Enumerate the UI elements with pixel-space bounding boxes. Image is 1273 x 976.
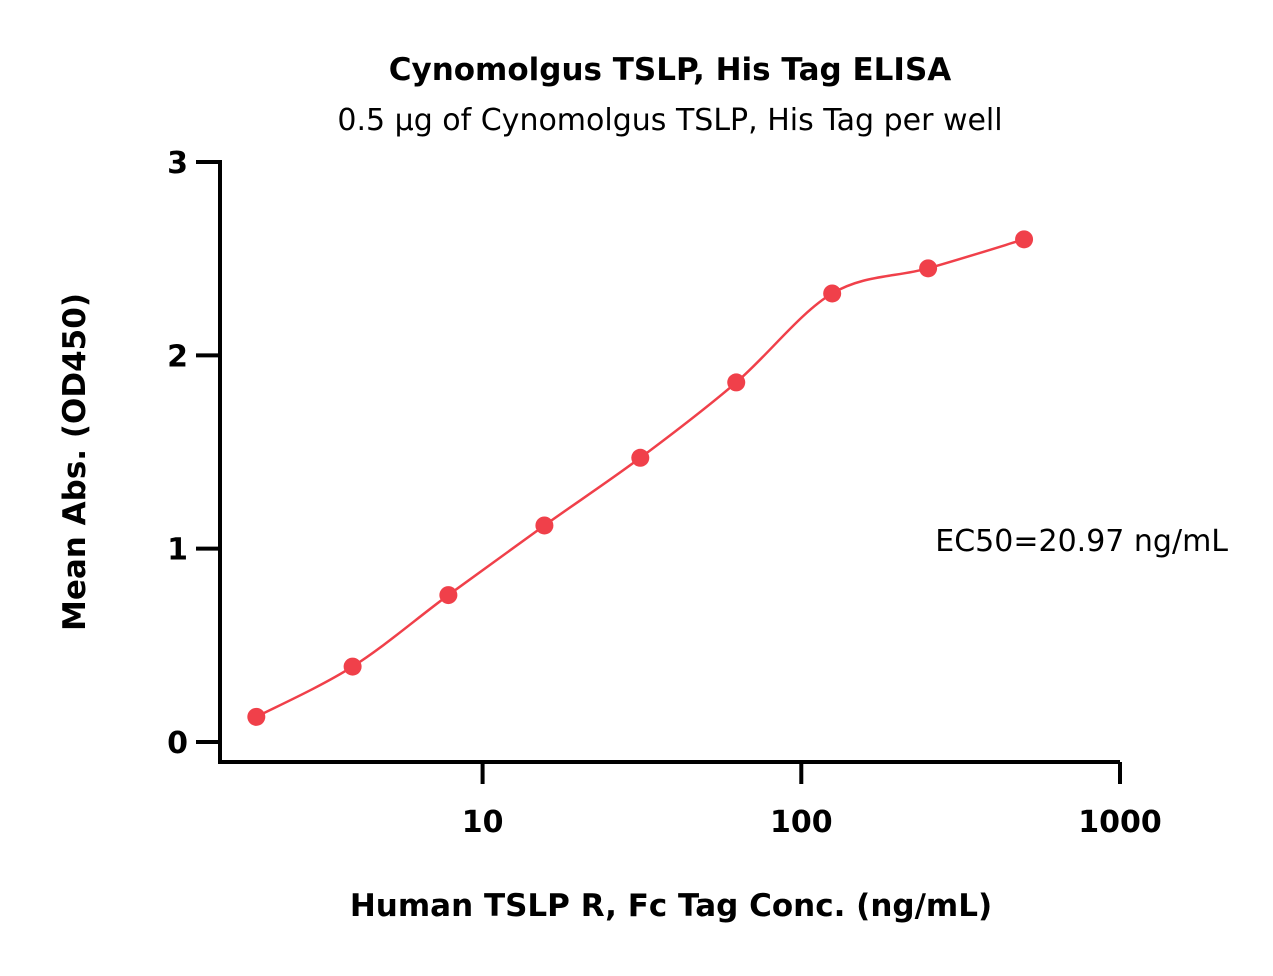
data-point [727, 373, 746, 392]
x-ticks: 10 100 1000 [462, 762, 1162, 840]
y-axis-label: Mean Abs. (OD450) [57, 293, 93, 631]
data-point [343, 657, 362, 676]
axes [218, 160, 1120, 764]
data-point [823, 284, 842, 303]
y-ticks: 0 1 2 3 [167, 146, 220, 761]
data-point [631, 448, 650, 467]
y-tick-label: 0 [167, 726, 188, 761]
x-tick-label: 1000 [1078, 805, 1162, 840]
y-tick-label: 2 [167, 339, 188, 374]
data-point [919, 259, 938, 278]
y-tick-label: 1 [167, 533, 188, 568]
data-points [247, 230, 1034, 726]
chart-title: Cynomolgus TSLP, His Tag ELISA [389, 52, 952, 88]
x-tick-label: 10 [462, 805, 504, 840]
chart-subtitle: 0.5 µg of Cynomolgus TSLP, His Tag per w… [337, 103, 1002, 138]
data-point [535, 516, 554, 535]
x-axis-label: Human TSLP R, Fc Tag Conc. (ng/mL) [350, 888, 992, 924]
y-tick-label: 3 [167, 146, 188, 181]
ec50-annotation: EC50=20.97 ng/mL [935, 524, 1228, 559]
data-point [439, 586, 458, 605]
fit-curve [255, 238, 1025, 718]
data-point [247, 707, 266, 726]
data-point [1015, 230, 1034, 249]
x-tick-label: 100 [770, 805, 833, 840]
